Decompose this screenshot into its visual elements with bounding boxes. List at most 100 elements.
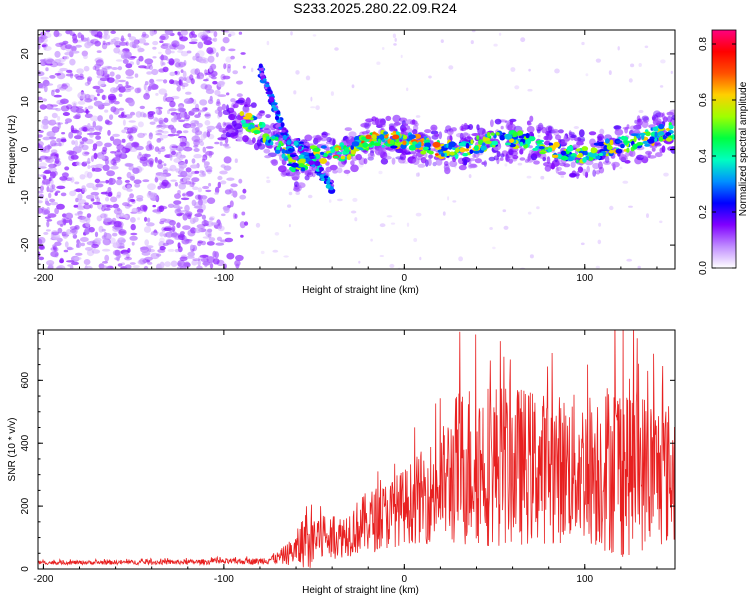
noise-blob [242,65,246,69]
noise-blob [111,217,117,224]
ridge-core [560,155,569,161]
noise-blob [71,46,77,52]
noise-blob [208,182,212,187]
noise-blob [238,134,243,139]
noise-blob [193,148,200,152]
ridge-core [598,152,603,157]
noise-blob [48,192,52,199]
noise-blob [60,43,68,51]
x-tick-label: -200 [33,273,53,284]
ridge-halo [394,123,398,127]
noise-blob [157,163,164,169]
noise-blob [71,261,79,266]
ridge-halo [424,129,432,134]
noise-blob [129,111,136,116]
noise-blob [164,43,172,50]
noise-blob [202,185,210,190]
noise-blob [116,179,123,186]
noise-blob [68,218,73,226]
noise-blob [53,30,60,38]
noise-blob [272,249,279,253]
ridge-halo [242,135,249,143]
noise-blob [227,33,232,38]
ridge-halo [519,157,526,161]
noise-blob [199,254,209,258]
ridge-halo [392,114,401,123]
noise-blob [84,138,94,145]
noise-blob [124,51,132,59]
ridge-core [636,142,644,146]
noise-blob [50,152,59,158]
noise-blob [124,203,131,209]
noise-blob [211,76,217,80]
ridge-core [298,163,305,168]
noise-blob [118,107,125,111]
noise-blob [144,256,153,261]
noise-blob [144,216,148,222]
noise-blob [80,242,86,247]
noise-blob [84,41,92,49]
ridge-halo [624,127,628,134]
noise-blob [180,30,188,36]
noise-blob [217,106,223,112]
noise-blob [190,38,198,43]
noise-blob [617,46,620,51]
ridge-halo [472,154,476,158]
ridge-halo [641,115,649,121]
noise-blob [206,256,215,264]
noise-blob [149,121,156,125]
noise-blob [109,71,115,77]
noise-blob [73,115,81,120]
noise-blob [77,32,82,39]
noise-blob [229,200,234,208]
noise-blob [120,35,125,43]
noise-blob [182,225,191,231]
ridge-halo [427,158,432,167]
noise-blob [192,55,197,61]
noise-blob [370,238,373,242]
noise-blob [106,170,115,177]
ridge-halo [560,141,568,145]
noise-blob [66,260,75,263]
noise-blob [159,237,165,243]
noise-blob [193,154,202,159]
ridge-core [608,149,614,154]
noise-blob [358,162,364,168]
ridge-halo [599,128,605,135]
noise-blob [90,155,95,163]
noise-blob [132,265,140,269]
noise-blob [73,204,79,208]
ridge-halo [306,172,314,178]
noise-blob [207,55,215,63]
noise-blob [83,65,90,72]
noise-blob [38,166,47,169]
noise-blob [155,129,165,134]
ridge-halo [315,134,322,143]
noise-blob [413,238,418,242]
noise-blob [108,178,116,185]
ridge-core [621,136,629,142]
noise-blob [44,216,51,219]
ridge-core [365,134,372,140]
ridge-halo [332,138,336,147]
noise-blob [41,208,49,216]
noise-blob [194,170,200,174]
noise-blob [107,191,113,197]
noise-blob [56,203,65,210]
ridge-core [548,142,553,146]
ridge-halo [270,131,276,137]
noise-blob [143,265,149,269]
x-tick-label: -200 [33,574,53,585]
noise-blob [63,249,69,253]
noise-blob [52,246,56,250]
ridge-core [320,151,325,155]
ridge-halo [611,161,620,168]
noise-blob [230,190,234,197]
ridge-halo [430,124,438,132]
noise-blob [93,100,103,107]
noise-blob [217,80,226,86]
noise-blob [103,205,107,209]
noise-blob [448,65,454,70]
ridge-halo [231,130,235,138]
noise-blob [144,58,154,65]
